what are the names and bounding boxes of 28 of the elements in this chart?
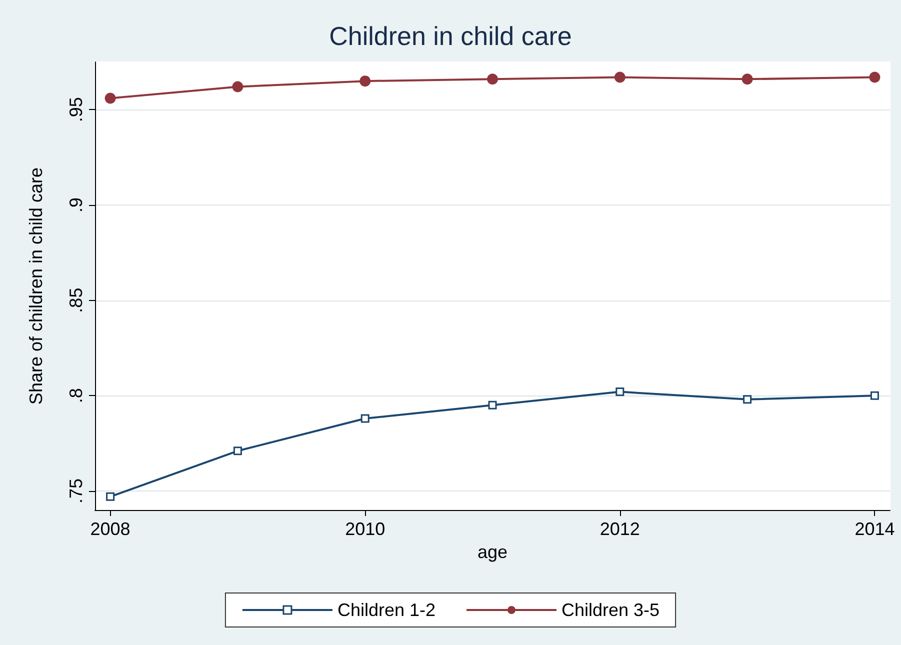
point [743, 395, 752, 404]
x-tick-label: 2014 [854, 519, 895, 539]
point [488, 400, 497, 410]
x-tick-label: 2010 [345, 519, 386, 539]
x-axis-title: age [477, 542, 508, 562]
point [742, 74, 753, 85]
y-tick-label: .9 [66, 197, 86, 212]
point [360, 76, 371, 87]
x-tick-label: 2012 [600, 519, 640, 539]
point [614, 72, 626, 83]
y-tick-label: .85 [66, 288, 86, 313]
point [232, 81, 244, 92]
y-tick-label: .75 [66, 478, 86, 504]
point [104, 92, 116, 104]
point [487, 74, 498, 85]
point [616, 388, 624, 396]
legend-label: Children 3-5 [562, 600, 660, 620]
y-axis-title: Share of children in child care [26, 167, 46, 405]
chart-title: Children in child care [329, 21, 572, 51]
legend-label: Children 1-2 [337, 600, 436, 620]
y-tick-label: .95 [66, 97, 86, 122]
y-tick-label: .8 [66, 388, 86, 404]
point [106, 492, 115, 501]
point [870, 391, 879, 400]
point [869, 72, 880, 83]
x-tick-label: 2008 [90, 519, 130, 539]
point [233, 446, 242, 456]
point [360, 414, 370, 423]
